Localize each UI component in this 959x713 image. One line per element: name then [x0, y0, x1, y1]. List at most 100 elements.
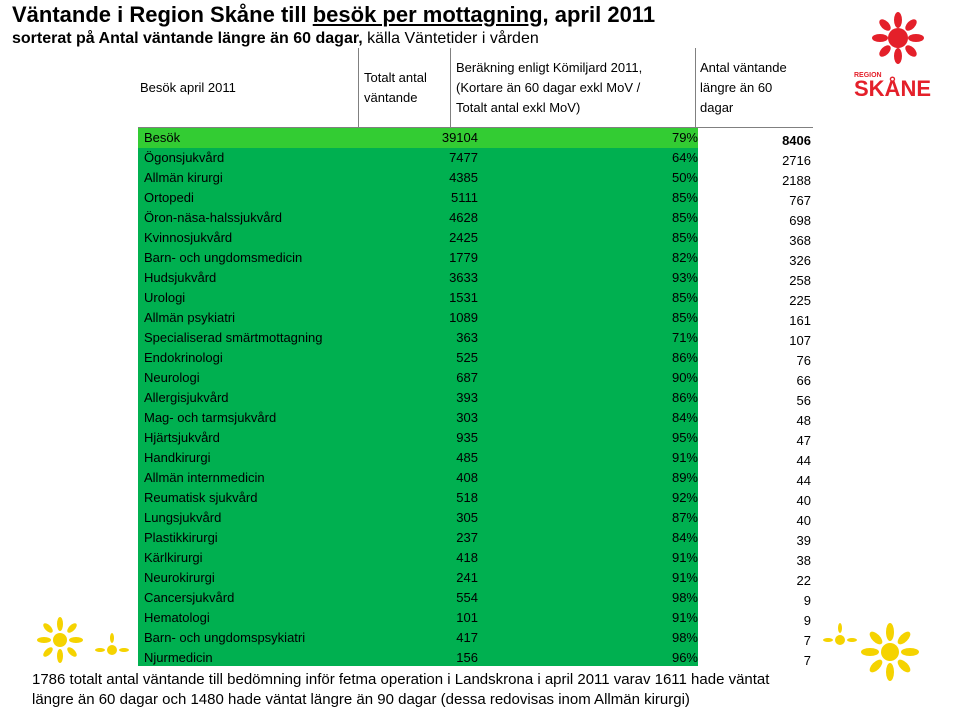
- table-row: Kärlkirurgi 418 91% 38: [138, 548, 813, 568]
- table-row: Hjärtsjukvård 935 95% 47: [138, 428, 813, 448]
- header-divider: [358, 48, 359, 128]
- row-total: 4385: [449, 170, 478, 185]
- row-name: Handkirurgi: [144, 450, 211, 465]
- row-name: Hjärtsjukvård: [144, 430, 220, 445]
- row-percent: 96%: [671, 650, 698, 665]
- row-percent: 85%: [671, 290, 698, 305]
- row-over60: 44: [698, 448, 813, 468]
- header-calc-line2: (Kortare än 60 dagar exkl MoV /: [456, 80, 641, 95]
- row-total: 393: [456, 390, 478, 405]
- row-over60: 22: [698, 568, 813, 588]
- row-percent: 84%: [671, 410, 698, 425]
- table-row: Specialiserad smärtmottagning 363 71% 107: [138, 328, 813, 348]
- footnote-line2: längre än 60 dagar och 1480 hade väntat …: [32, 691, 690, 708]
- row-over60: 39: [698, 528, 813, 548]
- row-total: 237: [456, 530, 478, 545]
- header-over60-line2: längre än 60: [700, 80, 773, 95]
- footnote-line1: 1786 totalt antal väntande till bedömnin…: [32, 671, 770, 688]
- row-name: Kvinnosjukvård: [144, 230, 233, 245]
- row-over60: 2188: [698, 168, 813, 188]
- table-row: Barn- och ungdomspsykiatri 417 98% 7: [138, 628, 813, 648]
- row-over60: 368: [698, 228, 813, 248]
- row-total: 1779: [449, 250, 478, 265]
- header-divider: [450, 48, 451, 128]
- row-name: Kärlkirurgi: [144, 550, 203, 565]
- row-name: Hematologi: [144, 610, 210, 625]
- row-over60: 47: [698, 428, 813, 448]
- row-name: Allmän kirurgi: [144, 170, 223, 185]
- table-row: Plastikkirurgi 237 84% 39: [138, 528, 813, 548]
- row-total: 518: [456, 490, 478, 505]
- row-percent: 91%: [671, 570, 698, 585]
- table-row: Hudsjukvård 3633 93% 258: [138, 268, 813, 288]
- row-over60: 76: [698, 348, 813, 368]
- header-divider: [138, 127, 813, 128]
- row-name: Allergisjukvård: [144, 390, 229, 405]
- row-name: Barn- och ungdomspsykiatri: [144, 630, 306, 645]
- row-name: Ögonsjukvård: [144, 150, 225, 165]
- header-visit: Besök april 2011: [140, 80, 236, 95]
- header-over60-line3: dagar: [700, 100, 734, 115]
- row-over60: 56: [698, 388, 813, 408]
- subtitle-normal: källa Väntetider i vården: [362, 30, 539, 47]
- row-over60: 38: [698, 548, 813, 568]
- header-total-line1: Totalt antal: [364, 70, 427, 85]
- row-name: Hudsjukvård: [144, 270, 217, 285]
- row-total: 417: [456, 630, 478, 645]
- row-percent: 86%: [671, 350, 698, 365]
- table-row: Allmän psykiatri 1089 85% 161: [138, 308, 813, 328]
- row-percent: 87%: [671, 510, 698, 525]
- row-total: 1531: [449, 290, 478, 305]
- row-total: 4628: [449, 210, 478, 225]
- row-percent: 85%: [671, 190, 698, 205]
- row-total: 408: [456, 470, 478, 485]
- row-name: Ortopedi: [144, 190, 194, 205]
- row-percent: 86%: [671, 390, 698, 405]
- row-over60: 40: [698, 508, 813, 528]
- row-over60: 40: [698, 488, 813, 508]
- row-percent: 95%: [671, 430, 698, 445]
- table-row: Ögonsjukvård 7477 64% 2716: [138, 148, 813, 168]
- row-total: 7477: [449, 150, 478, 165]
- row-total: 241: [456, 570, 478, 585]
- table-row: Allergisjukvård 393 86% 56: [138, 388, 813, 408]
- row-over60: 107: [698, 328, 813, 348]
- row-over60: 7: [698, 628, 813, 648]
- row-over60: 44: [698, 468, 813, 488]
- row-name: Urologi: [144, 290, 186, 305]
- row-name: Mag- och tarmsjukvård: [144, 410, 277, 425]
- table-row: Allmän internmedicin 408 89% 44: [138, 468, 813, 488]
- table-row: Endokrinologi 525 86% 76: [138, 348, 813, 368]
- row-over60: 7: [698, 648, 813, 668]
- header-calculation: Beräkning enligt Kömiljard 2011, (Kortar…: [456, 58, 642, 118]
- row-total: 2425: [449, 230, 478, 245]
- row-name: Allmän internmedicin: [144, 470, 265, 485]
- table-row: Hematologi 101 91% 9: [138, 608, 813, 628]
- svg-text:SKÅNE: SKÅNE: [854, 75, 931, 100]
- row-percent: 89%: [671, 470, 698, 485]
- row-total: 39104: [441, 130, 478, 145]
- header-calc-line3: Totalt antal exkl MoV): [456, 100, 581, 115]
- row-name: Besök: [144, 130, 181, 145]
- table-row: Besök 39104 79% 8406: [138, 128, 813, 148]
- row-percent: 98%: [671, 630, 698, 645]
- row-over60: 2716: [698, 148, 813, 168]
- row-name: Reumatisk sjukvård: [144, 490, 258, 505]
- row-name: Njurmedicin: [144, 650, 213, 665]
- row-total: 687: [456, 370, 478, 385]
- row-over60: 698: [698, 208, 813, 228]
- row-total: 156: [456, 650, 478, 665]
- title-underlined: besök per mottagning: [312, 2, 543, 27]
- row-name: Neurologi: [144, 370, 200, 385]
- row-percent: 91%: [671, 450, 698, 465]
- table-body: Besök 39104 79% 8406 Ögonsjukvård 7477 64% 2716…: [138, 128, 813, 668]
- row-percent: 85%: [671, 310, 698, 325]
- title-suffix: , april 2011: [542, 2, 656, 27]
- row-total: 101: [456, 610, 478, 625]
- table-row: Kvinnosjukvård 2425 85% 368: [138, 228, 813, 248]
- row-percent: 79%: [671, 130, 698, 145]
- row-total: 554: [456, 590, 478, 605]
- row-total: 363: [456, 330, 478, 345]
- table-row: Öron-näsa-halssjukvård 4628 85% 698: [138, 208, 813, 228]
- table-row: Neurologi 687 90% 66: [138, 368, 813, 388]
